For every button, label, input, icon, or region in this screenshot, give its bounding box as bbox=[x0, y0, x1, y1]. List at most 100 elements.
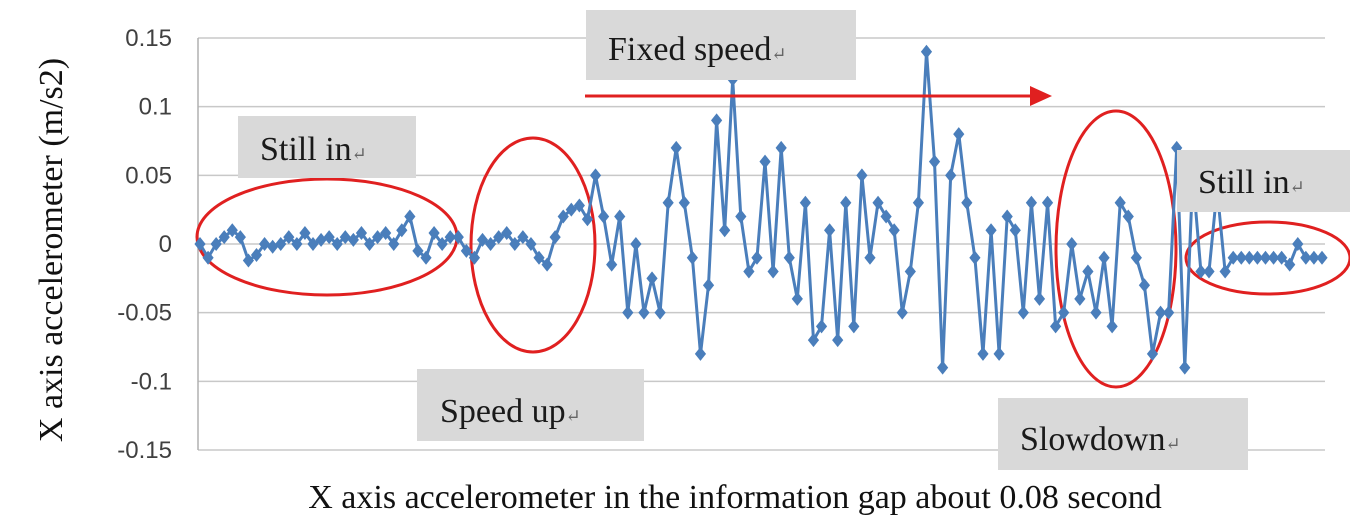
data-point bbox=[953, 127, 965, 142]
annotation-label: Still in↵ bbox=[238, 116, 416, 178]
data-point bbox=[719, 223, 731, 238]
data-point bbox=[630, 237, 642, 251]
data-point bbox=[888, 223, 900, 238]
annotation-box bbox=[1177, 150, 1350, 212]
data-point bbox=[452, 230, 464, 245]
annotation-box bbox=[238, 116, 416, 178]
data-point bbox=[291, 237, 303, 251]
data-point bbox=[428, 226, 440, 241]
data-point bbox=[581, 212, 594, 227]
data-point bbox=[1235, 250, 1247, 265]
y-axis-title: X axis accelerometer (m/s2) bbox=[33, 58, 70, 442]
data-point bbox=[323, 230, 335, 245]
data-point bbox=[533, 250, 545, 265]
data-point bbox=[1316, 250, 1328, 265]
data-point bbox=[807, 333, 820, 348]
data-point bbox=[864, 250, 876, 265]
data-point bbox=[815, 319, 828, 334]
data-point bbox=[525, 237, 537, 251]
data-point bbox=[493, 230, 505, 245]
highlight-ellipse bbox=[469, 136, 597, 354]
data-point bbox=[1243, 250, 1255, 265]
data-point bbox=[993, 346, 1005, 361]
data-point bbox=[557, 209, 569, 224]
data-point bbox=[1259, 250, 1272, 265]
data-point bbox=[1017, 305, 1029, 320]
data-point bbox=[1308, 250, 1320, 265]
data-point bbox=[1146, 346, 1159, 361]
data-point bbox=[484, 237, 497, 251]
data-point bbox=[517, 230, 529, 245]
data-point bbox=[872, 195, 884, 210]
data-point bbox=[1179, 360, 1191, 375]
data-point bbox=[1009, 223, 1021, 238]
data-point bbox=[767, 264, 779, 279]
data-point bbox=[1082, 264, 1094, 279]
annotations: Still in↵ Speed up↵ Fixed speed↵ Slowdown↵ S… bbox=[238, 10, 1350, 470]
data-point bbox=[824, 223, 836, 238]
data-point bbox=[363, 237, 376, 251]
data-point bbox=[210, 237, 222, 251]
data-point bbox=[331, 237, 343, 251]
data-point bbox=[1001, 209, 1013, 224]
data-point bbox=[549, 230, 561, 245]
data-point bbox=[242, 253, 255, 268]
annotation-text: Fixed speed↵ bbox=[608, 31, 786, 68]
data-point bbox=[1098, 250, 1110, 265]
data-point bbox=[1138, 278, 1151, 293]
data-point bbox=[1300, 250, 1312, 265]
y-tick-labels: 0.15 0.1 0.05 0 -0.05 -0.1 -0.15 bbox=[117, 25, 172, 464]
y-tick-label: 0.1 bbox=[139, 94, 172, 121]
data-point bbox=[218, 230, 230, 245]
data-point bbox=[258, 237, 271, 251]
data-point bbox=[1163, 305, 1175, 320]
series-line bbox=[194, 44, 1328, 375]
data-point bbox=[1251, 250, 1264, 265]
y-tick-label: 0.05 bbox=[125, 162, 172, 189]
data-point bbox=[565, 202, 577, 217]
y-tick-label: 0.15 bbox=[125, 25, 172, 52]
data-point bbox=[1066, 237, 1078, 251]
fixed-speed-arrow bbox=[585, 86, 1052, 106]
data-point bbox=[1058, 305, 1070, 320]
data-point bbox=[275, 237, 287, 251]
data-point bbox=[347, 232, 359, 247]
data-point bbox=[945, 168, 957, 183]
data-point bbox=[775, 140, 787, 155]
data-point bbox=[509, 237, 521, 251]
data-point bbox=[840, 195, 852, 210]
data-point bbox=[1219, 264, 1231, 279]
data-point bbox=[1041, 195, 1054, 210]
data-point bbox=[380, 226, 392, 241]
data-point bbox=[307, 237, 319, 251]
data-point bbox=[1292, 237, 1304, 251]
data-point bbox=[711, 113, 723, 128]
data-point bbox=[597, 209, 610, 224]
data-point bbox=[226, 223, 238, 238]
data-point bbox=[654, 305, 666, 320]
data-point bbox=[638, 305, 650, 320]
data-point bbox=[1195, 264, 1207, 279]
data-point bbox=[371, 230, 384, 245]
return-mark: ↵ bbox=[352, 144, 367, 164]
y-tick-label: 0 bbox=[159, 231, 172, 258]
data-point bbox=[791, 291, 803, 306]
annotation-box bbox=[998, 398, 1248, 470]
data-point bbox=[1090, 305, 1102, 320]
data-point bbox=[1033, 291, 1046, 306]
data-point bbox=[420, 250, 432, 265]
data-point bbox=[460, 243, 472, 258]
annotation-text: Slowdown↵ bbox=[1020, 421, 1181, 458]
y-tick-label: -0.1 bbox=[131, 368, 172, 395]
data-point bbox=[436, 237, 448, 251]
data-point bbox=[396, 223, 408, 238]
data-point bbox=[662, 195, 674, 210]
data-point bbox=[985, 223, 997, 238]
data-point bbox=[670, 140, 682, 155]
data-point bbox=[501, 226, 513, 241]
data-point bbox=[315, 232, 327, 247]
annotation-text: Still in↵ bbox=[260, 131, 367, 168]
data-point bbox=[1106, 319, 1118, 334]
